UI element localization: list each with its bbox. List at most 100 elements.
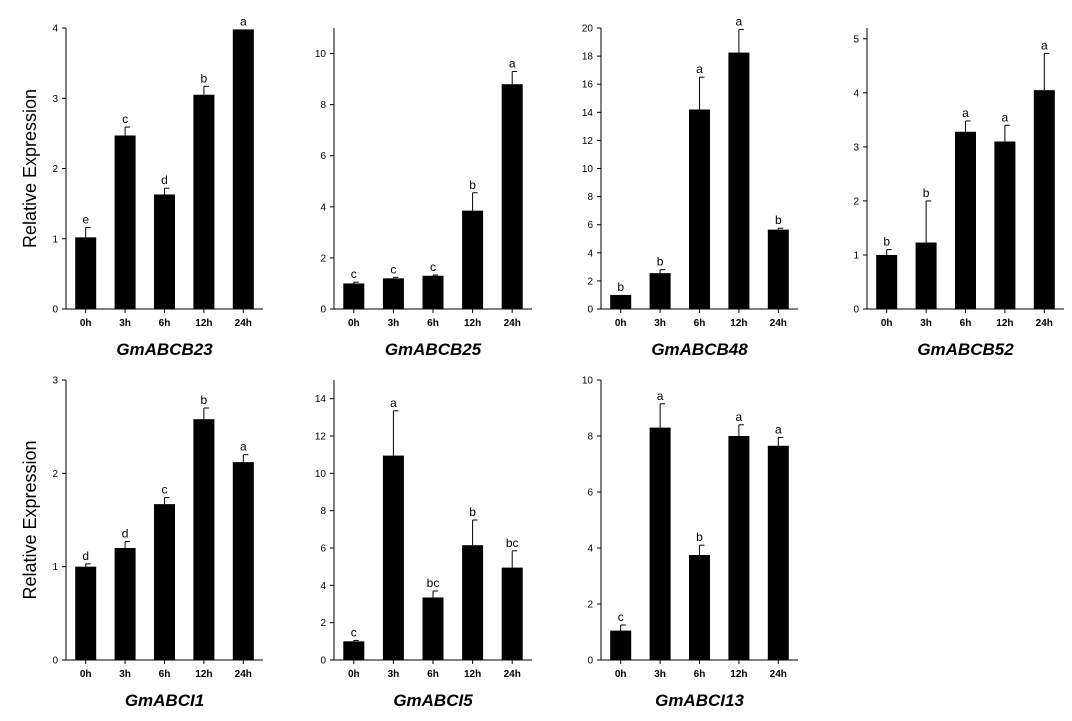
panel-GmABCB23: 0 1 2 3 4 e 0h c 3h d 6h b 12h a 24h GmABCB23 Relative E… [20, 14, 263, 359]
y-tick-label: 12 [315, 432, 327, 443]
panel-GmABCB48: 0 2 4 6 8 10 12 14 16 18 20 b 0h b 3h a 6h a 12h b 24h GmABCB… [582, 14, 798, 359]
significance-label: b [923, 186, 930, 200]
panel-title: GmABCB52 [917, 340, 1014, 359]
significance-label: a [240, 14, 247, 28]
y-tick-label: 2 [853, 196, 859, 207]
significance-label: a [1041, 38, 1048, 52]
category-label: 0h [348, 669, 360, 680]
category-label: 6h [427, 669, 439, 680]
bar [382, 278, 404, 309]
significance-label: b [201, 71, 208, 85]
category-label: 0h [615, 318, 627, 329]
category-label: 3h [920, 318, 932, 329]
bar [462, 210, 484, 309]
category-label: 0h [615, 669, 627, 680]
y-tick-label: 3 [853, 142, 859, 153]
y-tick-label: 10 [582, 376, 594, 387]
y-tick-label: 10 [582, 164, 594, 175]
y-tick-label: 0 [587, 656, 593, 667]
significance-label: c [351, 267, 357, 281]
significance-label: b [775, 213, 782, 227]
bar [610, 294, 632, 309]
significance-label: b [696, 530, 703, 544]
significance-label: c [351, 625, 357, 639]
significance-label: b [469, 505, 476, 519]
significance-label: d [122, 526, 129, 540]
y-tick-label: 2 [320, 618, 326, 629]
y-tick-label: 1 [52, 562, 58, 573]
significance-label: a [509, 56, 516, 70]
y-tick-label: 1 [52, 234, 58, 245]
bar [689, 555, 710, 660]
y-tick-label: 4 [853, 88, 859, 99]
significance-label: a [1002, 110, 1009, 124]
significance-label: b [883, 235, 890, 249]
category-label: 24h [235, 669, 252, 680]
significance-label: c [430, 260, 436, 274]
y-tick-label: 2 [587, 600, 593, 611]
y-tick-label: 6 [587, 488, 593, 499]
y-tick-label: 4 [320, 581, 326, 592]
significance-label: a [240, 440, 247, 454]
bar [649, 273, 671, 309]
category-label: 12h [996, 318, 1013, 329]
y-tick-label: 20 [582, 24, 594, 35]
category-label: 12h [195, 318, 212, 329]
bar [876, 254, 898, 309]
significance-label: a [390, 396, 397, 410]
panel-GmABCI5: 0 2 4 6 8 10 12 14 c 0h a 3h bc 6h b 12h bc 24h GmABCI5 [315, 380, 532, 710]
category-label: 3h [654, 669, 666, 680]
significance-label: b [201, 393, 208, 407]
category-label: 12h [195, 669, 212, 680]
panel-GmABCB52: 0 1 2 3 4 5 b 0h b 3h a 6h a 12h a 24h GmABCB52 [853, 28, 1064, 359]
significance-label: e [82, 213, 89, 227]
significance-label: a [657, 389, 664, 403]
bar [75, 566, 97, 660]
panel-title: GmABCI5 [393, 691, 473, 710]
y-tick-label: 12 [582, 136, 594, 147]
significance-label: bc [506, 536, 519, 550]
category-label: 24h [504, 669, 521, 680]
panel-title: GmABCB25 [385, 340, 482, 359]
bar [689, 109, 710, 310]
bar [232, 462, 254, 660]
panel-GmABCI1: 0 1 2 3 d 0h d 3h c 6h b 12h a 24h GmABCI1 Relative Exp… [20, 376, 263, 710]
y-tick-label: 0 [853, 305, 859, 316]
significance-label: d [161, 173, 168, 187]
category-label: 12h [730, 669, 747, 680]
bar [422, 275, 444, 309]
bar [114, 135, 136, 309]
bar [343, 641, 365, 660]
category-label: 0h [80, 318, 92, 329]
y-tick-label: 1 [853, 250, 859, 261]
significance-label: c [618, 610, 624, 624]
category-label: 6h [694, 669, 706, 680]
significance-label: c [122, 112, 128, 126]
bar [193, 94, 215, 309]
y-tick-label: 0 [320, 656, 326, 667]
y-tick-label: 5 [853, 34, 859, 45]
y-tick-label: 14 [315, 394, 327, 405]
category-label: 12h [464, 669, 481, 680]
category-label: 3h [119, 669, 131, 680]
bar [422, 597, 444, 660]
bar [75, 237, 97, 309]
bar [501, 84, 523, 309]
bar [610, 630, 632, 660]
category-label: 3h [388, 318, 400, 329]
bar [501, 567, 523, 660]
y-tick-label: 0 [320, 305, 326, 316]
significance-label: a [736, 14, 743, 28]
panel-GmABCB25: 0 2 4 6 8 10 c 0h c 3h c 6h b 12h a 24h GmABCB25 [315, 28, 532, 359]
y-tick-label: 8 [587, 432, 593, 443]
category-label: 24h [235, 318, 252, 329]
y-axis-label: Relative Expression [20, 440, 40, 599]
significance-label: a [962, 106, 969, 120]
category-label: 24h [1036, 318, 1053, 329]
category-label: 3h [388, 669, 400, 680]
category-label: 6h [427, 318, 439, 329]
y-tick-label: 4 [587, 248, 593, 259]
y-tick-label: 4 [320, 202, 326, 213]
category-label: 0h [80, 669, 92, 680]
